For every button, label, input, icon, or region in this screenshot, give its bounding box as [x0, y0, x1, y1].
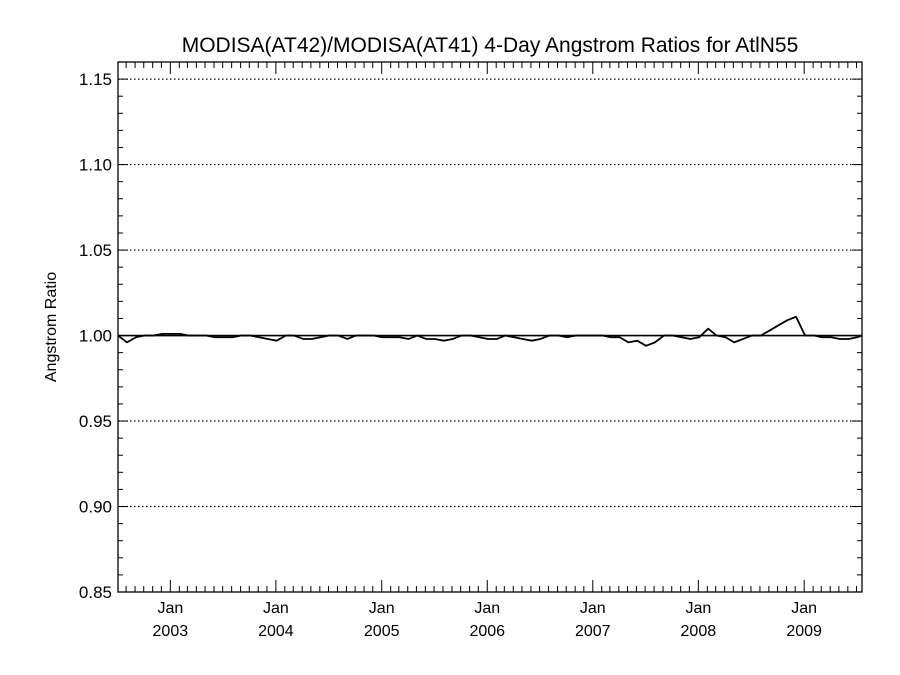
x-tick-label-year: 2007	[575, 623, 611, 640]
x-tick-label-month: Jan	[369, 600, 395, 617]
y-tick-label: 1.10	[79, 156, 112, 175]
x-tick-label-month: Jan	[580, 600, 606, 617]
x-tick-label-month: Jan	[791, 600, 817, 617]
x-tick-label-year: 2003	[153, 623, 189, 640]
y-tick-label: 0.85	[79, 583, 112, 602]
x-tick-label-year: 2009	[786, 623, 822, 640]
gridlines	[118, 78, 862, 508]
y-tick-label: 1.15	[79, 70, 112, 89]
x-tick-label-month: Jan	[263, 600, 289, 617]
x-tick-labels: Jan 2003 Jan 2004 Jan 2005 Jan 2006 Jan 2007 Jan 20…	[153, 600, 823, 640]
y-tick-labels: 0.85 0.90 0.95 1.00 1.05 1.10 1.15	[79, 70, 112, 602]
y-tick-label: 0.90	[79, 498, 112, 517]
axes	[117, 61, 863, 593]
y-tick-label: 1.05	[79, 241, 112, 260]
x-tick-label-year: 2005	[364, 623, 400, 640]
y-axis-label: Angstrom Ratio	[43, 272, 60, 382]
x-tick-label-month: Jan	[474, 600, 500, 617]
x-tick-label-month: Jan	[685, 600, 711, 617]
y-tick-label: 1.00	[79, 327, 112, 346]
x-tick-label-year: 2008	[681, 623, 717, 640]
x-tick-label-year: 2006	[469, 623, 505, 640]
series-line	[117, 315, 863, 347]
chart-title: MODISA(AT42)/MODISA(AT41) 4-Day Angstrom…	[182, 34, 799, 57]
series-group	[117, 315, 863, 347]
y-tick-label: 0.95	[79, 412, 112, 431]
x-tick-label-year: 2004	[258, 623, 294, 640]
plot-frame	[117, 61, 863, 593]
x-tick-label-month: Jan	[157, 600, 183, 617]
